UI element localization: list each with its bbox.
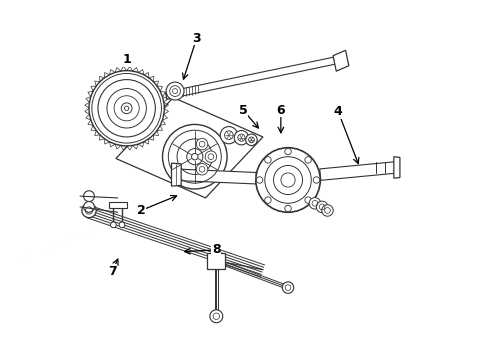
- Circle shape: [317, 201, 328, 213]
- Circle shape: [205, 151, 217, 162]
- Circle shape: [313, 177, 319, 183]
- Text: 2: 2: [137, 204, 146, 217]
- Polygon shape: [165, 57, 339, 99]
- Circle shape: [163, 125, 227, 189]
- Text: 7: 7: [108, 265, 117, 278]
- Text: 4: 4: [334, 105, 343, 118]
- Polygon shape: [394, 157, 400, 178]
- Circle shape: [119, 222, 125, 228]
- Circle shape: [245, 134, 257, 145]
- Polygon shape: [109, 202, 126, 208]
- Circle shape: [282, 282, 294, 293]
- Circle shape: [285, 205, 291, 212]
- Circle shape: [309, 198, 320, 209]
- Polygon shape: [207, 253, 225, 269]
- Circle shape: [265, 157, 271, 163]
- Polygon shape: [333, 50, 349, 71]
- Circle shape: [196, 163, 208, 175]
- Text: 3: 3: [192, 32, 201, 45]
- Circle shape: [234, 131, 248, 145]
- Circle shape: [89, 71, 164, 146]
- Text: 6: 6: [276, 104, 285, 117]
- Circle shape: [166, 82, 184, 100]
- Circle shape: [210, 310, 223, 323]
- Circle shape: [111, 222, 116, 228]
- Polygon shape: [173, 169, 256, 184]
- Circle shape: [196, 138, 208, 150]
- Circle shape: [256, 148, 320, 212]
- Circle shape: [122, 103, 132, 114]
- Circle shape: [84, 202, 95, 212]
- Circle shape: [84, 191, 95, 202]
- Text: 8: 8: [212, 243, 220, 256]
- Circle shape: [82, 203, 96, 218]
- Circle shape: [265, 197, 271, 203]
- Polygon shape: [320, 162, 396, 180]
- Polygon shape: [172, 163, 181, 186]
- Circle shape: [305, 157, 311, 163]
- Text: 1: 1: [122, 53, 131, 66]
- Circle shape: [305, 197, 311, 203]
- Circle shape: [220, 127, 238, 144]
- Text: 5: 5: [239, 104, 247, 117]
- Circle shape: [322, 205, 333, 216]
- Circle shape: [285, 148, 291, 155]
- Circle shape: [256, 177, 263, 183]
